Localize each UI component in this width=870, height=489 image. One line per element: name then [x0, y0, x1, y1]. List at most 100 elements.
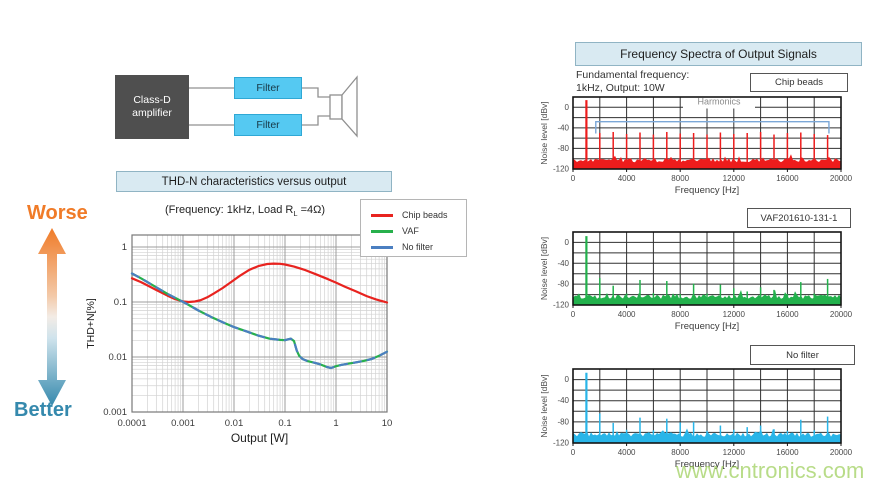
double-arrow-shape: [38, 228, 66, 406]
svg-text:12000: 12000: [723, 310, 746, 319]
svg-text:4000: 4000: [618, 174, 636, 183]
svg-text:1: 1: [122, 242, 127, 253]
thd-plot-area: [130, 234, 389, 413]
speaker-icon: [329, 75, 358, 138]
legend-label: VAF: [402, 226, 419, 236]
legend-item-chip-beads: Chip beads: [371, 207, 466, 223]
svg-text:12000: 12000: [723, 174, 746, 183]
svg-text:0.01: 0.01: [109, 352, 128, 363]
condition-line2: 1kHz, Output: 10W: [576, 81, 665, 94]
thd-y-tick-labels: 0.001 0.01 0.1 1: [103, 242, 127, 418]
harmonics-bracket: [595, 120, 830, 134]
thd-minor-grid: [132, 235, 387, 412]
svg-text:-120: -120: [553, 301, 570, 310]
svg-text:-120: -120: [553, 165, 570, 174]
legend-label: No filter: [402, 242, 434, 252]
spectrum-chart-vaf: 0 4000 8000 12000 16000 20000 0 -40 -80 -120 Frequ…: [539, 231, 853, 332]
legend-item-no-filter: No filter: [371, 239, 466, 255]
svg-text:-80: -80: [557, 417, 569, 426]
spectrum-x-axis-label: Frequency [Hz]: [675, 321, 739, 332]
thd-chart-subtitle: (Frequency: 1kHz, Load RL =4Ω): [125, 204, 365, 218]
thd-y-axis-label: THD+N[%]: [85, 298, 97, 349]
measurement-condition: Fundamental frequency: 1kHz, Output: 10W: [576, 69, 689, 94]
no-filter-line-swatch: [371, 245, 393, 249]
svg-text:-80: -80: [557, 144, 569, 153]
filter-box-top: Filter: [234, 77, 302, 99]
subtitle-part1: (Frequency: 1kHz, Load R: [164, 204, 294, 216]
spectrum-label-vaf: VAF201610-131-1: [747, 208, 851, 228]
spectrum-plot-area: [572, 368, 842, 444]
svg-text:0: 0: [571, 310, 576, 319]
spectrum-x-tick-labels: 0 4000 8000 12000 16000 20000: [571, 310, 853, 319]
spectrum-chart-no-filter: 0 4000 8000 12000 16000 20000 0 -40 -80 -120 Frequ…: [539, 368, 853, 470]
condition-line1: Fundamental frequency:: [576, 69, 690, 81]
svg-text:8000: 8000: [671, 310, 689, 319]
svg-text:0.0001: 0.0001: [117, 418, 146, 429]
subtitle-part2: =4Ω): [297, 204, 326, 216]
spectra-section-title: Frequency Spectra of Output Signals: [575, 42, 862, 66]
thd-legend: Chip beads VAF No filter: [360, 199, 467, 257]
svg-text:20000: 20000: [830, 448, 853, 457]
harmonic-spikes: [585, 372, 829, 443]
better-label: Better: [14, 399, 72, 421]
spectrum-y-axis-label: Noise level [dBv]: [539, 101, 549, 164]
spectrum-chart-chip-beads: Harmonics 0 4000 8000 12000 16000 20000 0 -40 -80…: [539, 93, 853, 196]
thd-curve-chip-beads: [130, 262, 389, 304]
harmonic-spikes: [585, 236, 829, 305]
spectrum-x-axis-label: Frequency [Hz]: [675, 459, 739, 470]
thd-vs-output-chart: 0.0001 0.001 0.01 0.1 1 100.0010.010.11Output…: [85, 234, 392, 445]
spectrum-x-ticks: [572, 443, 842, 446]
svg-text:0: 0: [565, 375, 570, 384]
spectrum-y-axis-label: Noise level [dBv]: [539, 374, 549, 437]
svg-text:20000: 20000: [830, 174, 853, 183]
thd-curve-no-filter: [130, 272, 389, 370]
spectrum-x-ticks: [572, 169, 842, 172]
svg-text:0.1: 0.1: [114, 297, 127, 308]
thd-x-axis-label: Output [W]: [231, 431, 288, 445]
svg-text:-40: -40: [557, 396, 569, 405]
svg-text:0: 0: [565, 238, 570, 247]
svg-text:0.01: 0.01: [225, 418, 244, 429]
svg-text:0.001: 0.001: [171, 418, 195, 429]
spectrum-label-chip-beads: Chip beads: [750, 73, 848, 92]
worse-label: Worse: [27, 202, 88, 224]
class-d-amplifier-box: Class-D amplifier: [115, 75, 189, 139]
svg-text:0: 0: [565, 103, 570, 112]
svg-text:16000: 16000: [776, 310, 799, 319]
spectrum-grid: [573, 232, 841, 305]
vaf-line-swatch: [371, 229, 393, 233]
svg-text:16000: 16000: [776, 174, 799, 183]
legend-item-vaf: VAF: [371, 223, 466, 239]
svg-text:0: 0: [571, 448, 576, 457]
spectrum-label-no-filter: No filter: [750, 345, 855, 365]
svg-text:-120: -120: [553, 439, 570, 448]
filter-box-bottom: Filter: [234, 114, 302, 136]
svg-text:-80: -80: [557, 280, 569, 289]
spectrum-y-tick-labels: 0 -40 -80 -120: [553, 103, 570, 174]
svg-text:0: 0: [571, 174, 576, 183]
watermark: www.cntronics.com: [676, 458, 865, 483]
svg-text:8000: 8000: [671, 448, 689, 457]
svg-text:8000: 8000: [671, 174, 689, 183]
thd-section-title: THD-N characteristics versus output: [116, 171, 392, 192]
spectrum-plot-area: [572, 231, 842, 306]
svg-text:1: 1: [333, 418, 338, 429]
svg-text:-40: -40: [557, 259, 569, 268]
svg-text:12000: 12000: [723, 448, 746, 457]
spectrum-y-axis-label: Noise level [dBv]: [539, 237, 549, 300]
svg-text:4000: 4000: [618, 310, 636, 319]
svg-text:-40: -40: [557, 123, 569, 132]
speaker-wiring-diagram: [189, 75, 358, 138]
harmonic-spikes: [585, 100, 829, 169]
svg-text:0.1: 0.1: [278, 418, 291, 429]
spectrum-x-tick-labels: 0 4000 8000 12000 16000 20000: [571, 174, 853, 183]
svg-text:0.001: 0.001: [103, 407, 127, 418]
wire-lines: [189, 87, 330, 126]
subtitle-subscript: L: [293, 209, 298, 219]
svg-text:20000: 20000: [830, 310, 853, 319]
spectrum-x-tick-labels: 0 4000 8000 12000 16000 20000: [571, 448, 853, 457]
svg-text:10: 10: [382, 418, 393, 429]
thd-x-tick-labels: 0.0001 0.001 0.01 0.1 1 10: [117, 418, 392, 429]
spectrum-y-tick-labels: 0 -40 -80 -120: [553, 375, 570, 447]
